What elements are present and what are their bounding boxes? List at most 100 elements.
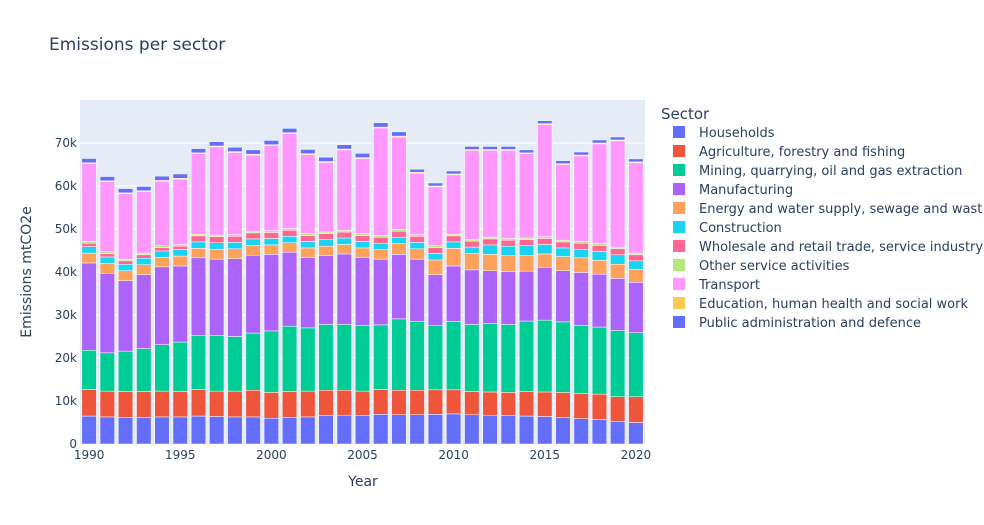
- bar-segment: [573, 151, 589, 156]
- bar-segment: [354, 415, 371, 445]
- legend-item[interactable]: Education, human health and social work: [673, 297, 968, 312]
- bar-segment: [318, 231, 334, 234]
- legend-swatch: [673, 145, 685, 157]
- bar-segment: [336, 253, 352, 325]
- bar-segment: [628, 269, 644, 283]
- bar-segment: [282, 242, 298, 253]
- bar-segment: [482, 146, 498, 150]
- bar-segment: [318, 233, 334, 240]
- bar-segment: [81, 241, 97, 244]
- bar-segment: [610, 396, 626, 422]
- bar-segment: [154, 247, 170, 252]
- legend-label: Agriculture, forestry and fishing: [699, 145, 905, 160]
- bar-segment: [354, 233, 371, 236]
- bar-segment: [464, 414, 480, 445]
- bar-segment: [99, 181, 115, 253]
- bar-segment: [628, 254, 644, 262]
- bar-segment: [555, 256, 571, 271]
- bar-segment: [464, 146, 480, 150]
- legend-label: Education, human health and social work: [699, 297, 968, 312]
- bar-segment: [391, 390, 407, 416]
- legend-swatch: [673, 164, 685, 176]
- bar-segment: [573, 248, 589, 259]
- bar-segment: [336, 390, 352, 416]
- bar-segment: [482, 238, 498, 246]
- x-tick-label: 1990: [74, 448, 105, 462]
- bar-segment: [81, 350, 97, 390]
- y-tick-label: 40k: [55, 265, 77, 279]
- bar-segment: [555, 392, 571, 418]
- bar-segment: [373, 235, 389, 238]
- legend-swatch: [673, 316, 685, 328]
- bar-segment: [573, 242, 589, 250]
- bar-segment: [373, 249, 389, 260]
- bar-segment: [300, 154, 316, 234]
- y-tick-label: 0: [69, 437, 77, 451]
- bar-segment: [154, 390, 170, 418]
- bar-segment: [427, 182, 443, 187]
- bar-segment: [245, 238, 261, 246]
- bar-segment: [427, 325, 443, 391]
- bar-segment: [518, 391, 535, 417]
- bar-segment: [245, 230, 261, 234]
- bar-segment: [518, 239, 535, 247]
- bar-segment: [537, 416, 553, 445]
- bar-segment: [81, 163, 97, 242]
- bar-segment: [118, 258, 134, 262]
- bar-segment: [427, 389, 443, 415]
- bar-segment: [610, 136, 626, 141]
- bar-segment: [282, 236, 298, 244]
- legend-item[interactable]: Manufacturing: [673, 183, 793, 198]
- bar-segment: [245, 332, 261, 391]
- bar-segment: [500, 245, 516, 256]
- bar-segment: [591, 273, 607, 328]
- bar-segment: [227, 147, 243, 152]
- bar-segment: [227, 248, 243, 259]
- bar-segment: [227, 258, 243, 337]
- bar-segment: [373, 324, 389, 390]
- bar-segment: [190, 415, 207, 445]
- bar-segment: [282, 230, 298, 237]
- bar-segment: [81, 415, 97, 445]
- bar-segment: [591, 143, 607, 244]
- bar-segment: [99, 253, 115, 258]
- bar-segment: [99, 416, 115, 445]
- bar-segment: [409, 248, 425, 260]
- legend-swatch: [673, 221, 685, 233]
- bar-segment: [555, 239, 571, 243]
- bar-segment: [227, 336, 243, 392]
- x-axis-ticks: 1990 1995 2000 2005 2010 2015 2020: [74, 448, 651, 462]
- legend-swatch: [673, 297, 685, 309]
- legend-item[interactable]: Transport: [673, 278, 760, 293]
- bar-segment: [610, 140, 626, 248]
- legend-item[interactable]: Energy and water supply, sewage and wast: [673, 202, 982, 217]
- bar-segment: [263, 230, 279, 233]
- bar-segment: [318, 324, 334, 391]
- bar-segment: [245, 390, 261, 418]
- legend-item[interactable]: Public administration and defence: [673, 316, 921, 331]
- bar-segment: [263, 392, 279, 419]
- bar-segment: [209, 248, 225, 260]
- bar-segment: [172, 255, 188, 267]
- bar-segment: [282, 128, 298, 133]
- bar-segment: [190, 257, 207, 336]
- bar-segment: [154, 266, 170, 345]
- bar-segment: [482, 270, 498, 324]
- bar-segment: [628, 260, 644, 270]
- bar-segment: [136, 191, 152, 254]
- bar-segment: [354, 247, 371, 258]
- bar-segment: [263, 238, 279, 246]
- legend-item[interactable]: Mining, quarrying, oil and gas extractio…: [673, 164, 962, 179]
- legend-swatch: [673, 126, 685, 138]
- legend-item[interactable]: Other service activities: [673, 259, 850, 274]
- legend-item[interactable]: Wholesale and retail trade, service indu…: [673, 240, 983, 255]
- legend-label: Manufacturing: [699, 183, 793, 198]
- bar-segment: [446, 321, 462, 391]
- bar-segment: [555, 417, 571, 445]
- bar-segment: [172, 178, 188, 245]
- legend-item[interactable]: Agriculture, forestry and fishing: [673, 145, 905, 160]
- legend-item[interactable]: Construction: [673, 221, 782, 236]
- legend-item[interactable]: Households: [673, 126, 775, 141]
- bar-segment: [318, 156, 334, 162]
- bar-segment: [190, 148, 207, 154]
